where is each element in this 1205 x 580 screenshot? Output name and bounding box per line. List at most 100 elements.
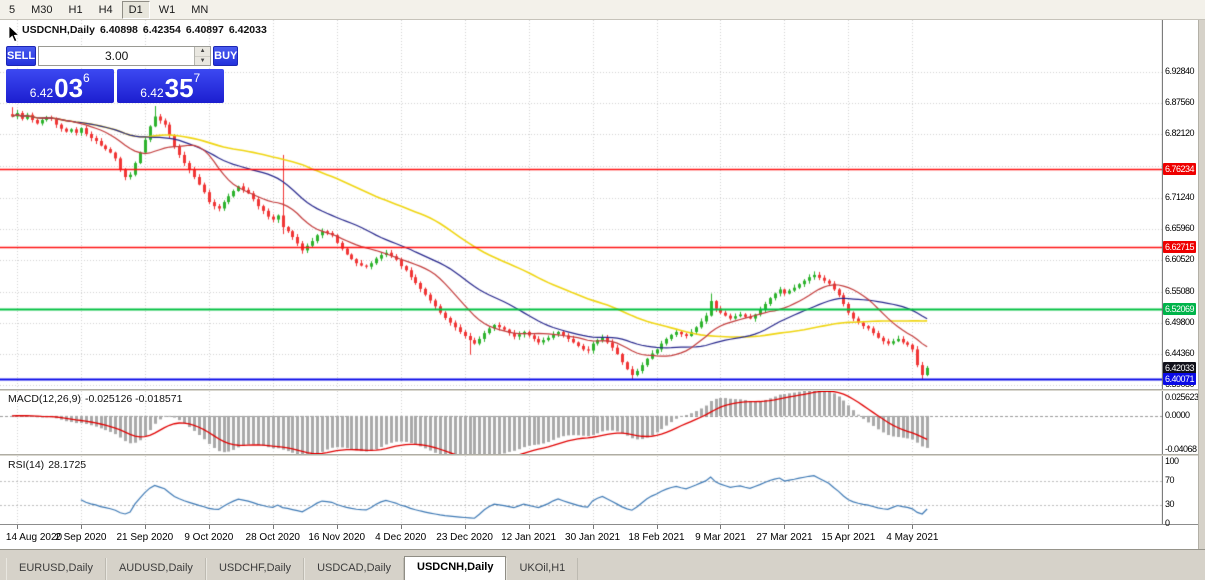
tab-eurusd-daily[interactable]: EURUSD,Daily [6,558,106,580]
price-axis-label: 6.60520 [1165,254,1195,265]
date-label: 14 Aug 2020 [5,532,63,543]
date-label: 28 Oct 2020 [245,532,300,543]
price-line-label: 6.76234 [1163,162,1197,175]
date-label: 12 Jan 2021 [501,532,557,543]
date-label: 23 Dec 2020 [436,532,493,543]
timeframe-button-mn[interactable]: MN [191,3,209,16]
macd-axis-label: 0.0000 [1165,409,1190,420]
date-label: 9 Mar 2021 [695,532,746,543]
buy-price-box[interactable]: 6.42 35 7 [116,69,224,103]
timeframe-button-h1[interactable]: H1 [68,3,83,16]
sell-price-prefix: 6.42 [29,86,54,100]
price-axis-label: 6.92840 [1165,66,1195,76]
sell-button[interactable]: SELL [6,46,37,66]
chart-ohlc-header: USDCNH,Daily 6.40898 6.42354 6.40897 6.42033 [22,24,272,36]
date-tick [529,525,530,529]
buy-button[interactable]: BUY [213,46,239,66]
timeframe-button-5[interactable]: 5 [9,3,16,16]
tab-ukoil-h1[interactable]: UKOil,H1 [506,558,579,580]
panel-splitter[interactable] [0,454,1205,456]
volume-spinner: ▲ ▼ [194,47,211,65]
macd-name: MACD(12,26,9) [8,393,81,405]
rsi-axis-label: 70 [1165,474,1175,485]
date-tick [209,525,210,529]
volume-box: ▲ ▼ [38,46,212,66]
date-tick [337,525,338,529]
price-line-label: 6.52069 [1163,303,1197,316]
date-label: 4 May 2021 [886,532,939,543]
macd-axis-label: 0.025623 [1165,392,1199,402]
rsi-panel-canvas[interactable] [0,456,1163,524]
date-label: 21 Sep 2020 [116,532,174,543]
date-tick [912,525,913,529]
date-tick [17,525,18,529]
price-line-label: 6.40071 [1163,373,1197,386]
date-tick [273,525,274,529]
price-axis-label: 6.55080 [1165,285,1195,296]
sell-price-point: 6 [83,71,90,85]
macd-values: -0.025126 -0.018571 [84,393,183,405]
date-label: 15 Apr 2021 [821,532,876,543]
macd-label: MACD(12,26,9) -0.025126 -0.018571 [8,393,186,405]
ohlc-low: 6.40897 [185,24,224,36]
timeframe-button-d1[interactable]: D1 [121,0,150,19]
tab-usdchf-daily[interactable]: USDCHF,Daily [205,558,305,580]
buy-price-point: 7 [193,71,201,85]
date-tick [81,525,82,529]
rsi-name: RSI(14) [8,459,45,471]
rsi-axis-label: 0 [1165,518,1170,528]
tab-usdcnh-daily[interactable]: USDCNH,Daily [404,556,507,580]
timeframe-button-h4[interactable]: H4 [98,3,113,16]
chart-tabs-bar: EURUSD,Daily AUDUSD,Daily USDCHF,Daily USDC… [0,549,1205,580]
price-axis-label: 6.87560 [1165,96,1195,107]
date-tick [593,525,594,529]
price-axis-label: 6.71240 [1165,191,1195,202]
vertical-scrollbar[interactable] [1198,20,1205,549]
sell-price-box[interactable]: 6.42 03 6 [6,69,114,103]
date-tick [848,525,849,529]
rsi-label: RSI(14) 28.1725 [8,459,90,471]
price-axis-label: 6.82120 [1165,128,1195,139]
ohlc-high: 6.42354 [142,24,181,36]
macd-panel-canvas[interactable] [0,391,1163,454]
date-label: 18 Feb 2021 [628,532,685,543]
price-axis-label: 6.65960 [1165,222,1195,233]
date-tick [720,525,721,529]
macd-axis-label: -0.04068 [1165,443,1197,454]
date-tick [657,525,658,529]
price-line-label: 6.42033 [1163,361,1197,374]
panel-splitter[interactable] [0,389,1205,391]
price-line-label: 6.62715 [1163,241,1197,254]
buy-price-prefix: 6.42 [140,86,164,100]
mouse-cursor-icon [8,25,20,43]
price-axis-label: 6.44360 [1165,348,1195,359]
timeframe-button-m30[interactable]: M30 [31,3,53,16]
date-label: 9 Oct 2020 [184,532,234,543]
ohlc-open: 6.40898 [99,24,138,36]
price-axis-label: 6.49800 [1165,316,1195,327]
volume-input[interactable] [39,47,195,65]
ohlc-close: 6.42033 [228,24,267,36]
buy-price-pips: 35 [164,73,194,103]
date-label: 30 Jan 2021 [565,532,621,543]
rsi-axis-label: 100 [1165,456,1179,466]
sell-price-pips: 03 [54,73,84,103]
volume-decrease-button[interactable]: ▼ [195,56,211,65]
one-click-trading-panel: SELL ▲ ▼ BUY 6.42 03 6 6.42 35 7 [6,46,239,103]
date-tick [401,525,402,529]
date-label: 2 Sep 2020 [55,532,107,543]
tab-audusd-daily[interactable]: AUDUSD,Daily [105,558,206,580]
volume-increase-button[interactable]: ▲ [195,47,211,57]
date-label: 4 Dec 2020 [375,532,427,543]
date-tick [145,525,146,529]
rsi-value: 28.1725 [48,459,87,471]
timeframe-toolbar: 5 M30 H1 H4 D1 W1 MN [0,0,1205,20]
date-tick [465,525,466,529]
date-label: 16 Nov 2020 [308,532,366,543]
chart-symbol: USDCNH,Daily [22,24,95,36]
tab-usdcad-daily[interactable]: USDCAD,Daily [304,558,405,580]
date-axis: 14 Aug 2020 2 Sep 2020 21 Sep 2020 9 Oct 20… [0,524,1198,549]
date-tick [784,525,785,529]
timeframe-button-w1[interactable]: W1 [158,3,176,16]
rsi-axis-label: 30 [1165,499,1175,510]
